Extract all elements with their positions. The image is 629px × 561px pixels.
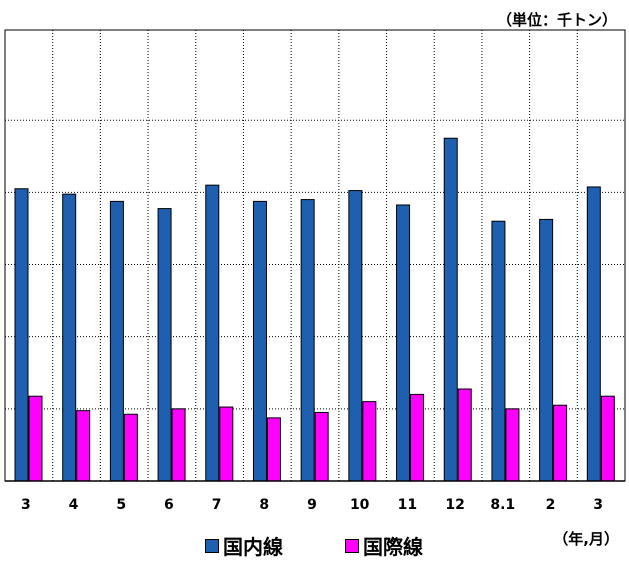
x-tick-label: 11: [398, 497, 417, 513]
legend-item-international: 国際線: [345, 531, 423, 560]
legend-swatch-domestic: [205, 538, 219, 553]
x-tick-label: 7: [212, 497, 222, 513]
bar-international: [219, 406, 234, 482]
bar-international: [410, 393, 425, 482]
bar-domestic: [443, 137, 458, 482]
bar-international: [314, 411, 329, 482]
bar-domestic: [539, 218, 554, 482]
bar-international: [76, 410, 91, 482]
x-tick-label: 5: [116, 497, 126, 513]
bar-international: [600, 395, 615, 482]
legend-swatch-international: [345, 538, 359, 553]
bar-domestic: [491, 220, 506, 482]
bar-domestic: [348, 190, 363, 482]
legend: 国内線 国際線: [205, 531, 423, 560]
x-axis-unit-label: （年,月）: [553, 530, 619, 548]
bar-domestic: [586, 186, 601, 482]
x-tick-label: 9: [307, 497, 317, 513]
x-tick-label: 8.1: [490, 497, 515, 513]
bar-international: [171, 408, 186, 482]
legend-item-domestic: 国内線: [205, 531, 283, 560]
bar-domestic: [396, 204, 411, 482]
bar-domestic: [252, 200, 267, 482]
bar-domestic: [62, 193, 77, 482]
x-tick-label: 2: [546, 497, 556, 513]
bar-domestic: [109, 200, 124, 482]
x-tick-label: 3: [21, 497, 31, 513]
legend-label-international: 国際線: [363, 535, 423, 559]
bar-domestic: [157, 208, 172, 482]
bar-domestic: [300, 199, 315, 482]
plot-area: [4, 29, 626, 482]
bar-domestic: [14, 188, 29, 482]
bar-international: [28, 395, 43, 482]
x-tick-label: 4: [69, 497, 79, 513]
x-tick-label: 10: [350, 497, 370, 513]
bar-domestic: [205, 184, 220, 482]
x-tick-label: 3: [593, 497, 603, 513]
x-tick-label: 8: [259, 497, 269, 513]
bar-international: [123, 413, 138, 482]
bar-international: [553, 404, 568, 482]
bar-international: [505, 408, 520, 482]
legend-label-domestic: 国内線: [223, 535, 283, 559]
x-tick-label: 12: [445, 497, 464, 513]
bar-international: [362, 401, 377, 482]
x-tick-label: 6: [164, 497, 174, 513]
bar-international: [457, 388, 472, 482]
bar-international: [266, 417, 281, 482]
unit-label: （単位：千トン）: [496, 11, 617, 29]
